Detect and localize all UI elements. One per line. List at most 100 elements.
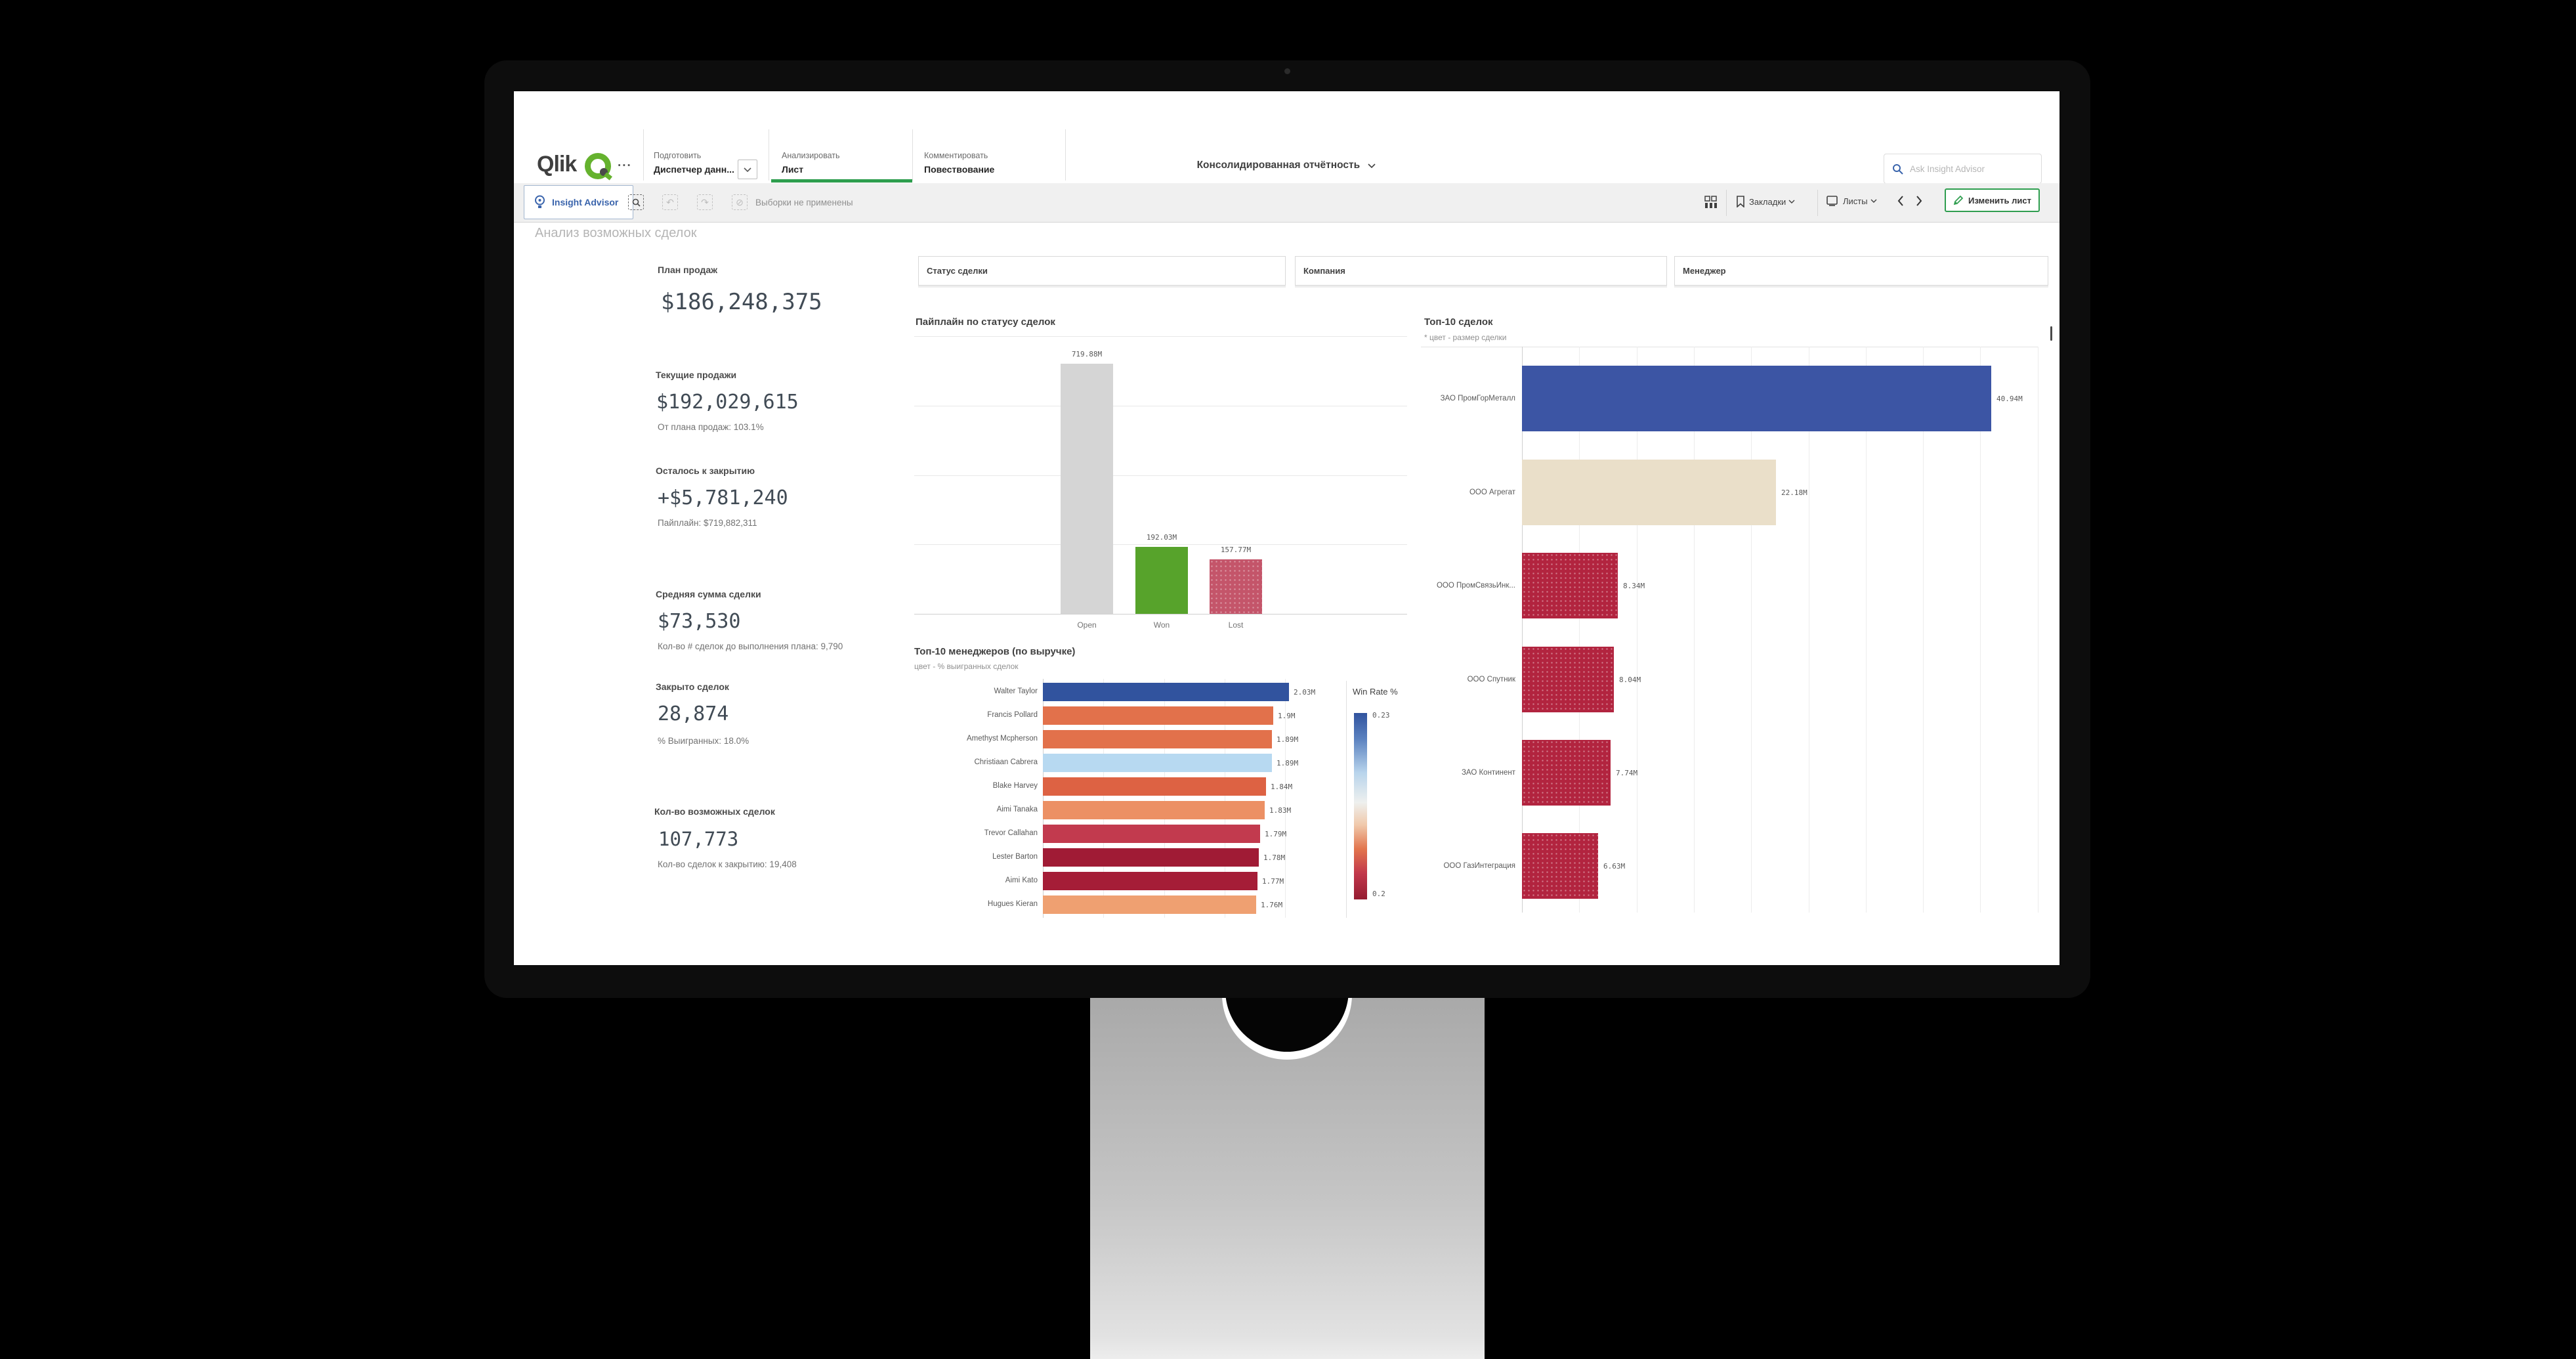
manager-bar-4[interactable] <box>1043 777 1266 796</box>
deal-bar-3[interactable] <box>1522 647 1614 712</box>
managers-title: Топ-10 менеджеров (по выручке) <box>914 646 1076 657</box>
pipeline-bar-Open[interactable] <box>1061 364 1113 614</box>
bookmarks-button[interactable]: Закладки <box>1736 196 1795 207</box>
filter-label-0: Статус сделки <box>927 266 988 276</box>
pipeline-gridline <box>914 336 1407 337</box>
sheet-title: Анализ возможных сделок <box>535 226 697 240</box>
tab-analyze[interactable]: Лист <box>782 164 804 175</box>
manager-bar-2[interactable] <box>1043 730 1272 748</box>
manager-name-9: Hugues Kieran <box>987 900 1038 908</box>
qlik-logo[interactable]: Qlik <box>537 152 577 177</box>
manager-bar-1[interactable] <box>1043 706 1273 725</box>
next-sheet-button[interactable] <box>1916 196 1922 206</box>
deals-gridline <box>1751 347 1752 913</box>
deal-value-2: 8.34M <box>1623 582 1645 590</box>
filter-0[interactable]: Статус сделки <box>918 256 1286 286</box>
search-icon <box>1893 163 1903 175</box>
manager-name-5: Aimi Tanaka <box>996 806 1038 813</box>
chevron-down-icon <box>1368 163 1376 168</box>
manager-value-2: 1.89M <box>1277 735 1299 744</box>
kpi-value-2[interactable]: +$5,781,240 <box>658 486 788 509</box>
manager-bar-0[interactable] <box>1043 683 1289 701</box>
edit-sheet-button[interactable]: Изменить лист <box>1945 188 2040 212</box>
chart-scrollbar[interactable] <box>2050 326 2052 341</box>
prepare-dropdown-button[interactable] <box>738 160 757 179</box>
manager-value-6: 1.79M <box>1265 830 1287 838</box>
manager-bar-8[interactable] <box>1043 872 1257 890</box>
clear-selections-icon[interactable]: ⊘ <box>732 194 748 210</box>
deal-bar-2[interactable] <box>1522 553 1618 618</box>
manager-value-7: 1.78M <box>1263 853 1286 862</box>
deal-bar-4[interactable] <box>1522 740 1611 806</box>
managers-subtitle: цвет - % выигранных сделок <box>914 662 1019 671</box>
kpi-label-3: Средняя сумма сделки <box>656 589 761 599</box>
kpi-sub-2: Пайплайн: $719,882,311 <box>658 518 757 528</box>
legend-title: Win Rate % <box>1353 687 1398 697</box>
manager-bar-6[interactable] <box>1043 825 1260 843</box>
selection-search-icon[interactable] <box>628 194 644 210</box>
deal-bar-1[interactable] <box>1522 460 1776 525</box>
selections-status: Выборки не применены <box>755 198 853 207</box>
deal-value-0: 40.94M <box>1996 395 2023 403</box>
kpi-sub-4: % Выигранных: 18.0% <box>658 736 750 746</box>
insight-advisor-icon <box>535 195 545 208</box>
deal-bar-0[interactable] <box>1522 366 1991 431</box>
kpi-value-3[interactable]: $73,530 <box>658 610 741 633</box>
manager-bar-5[interactable] <box>1043 801 1265 819</box>
manager-name-3: Christiaan Cabrera <box>974 758 1038 766</box>
deal-name-2: ООО ПромСвязьИнк... <box>1436 582 1515 590</box>
pipeline-category-1: Won <box>1153 620 1170 630</box>
pipeline-bar-Won[interactable] <box>1135 547 1188 614</box>
deals-subtitle: * цвет - размер сделки <box>1424 333 1507 342</box>
manager-name-8: Aimi Kato <box>1005 876 1038 884</box>
manager-bar-7[interactable] <box>1043 848 1259 867</box>
sheets-button[interactable]: Листы <box>1826 196 1877 206</box>
kpi-value-0[interactable]: $186,248,375 <box>661 289 822 315</box>
toolbar-divider <box>1726 190 1727 216</box>
managers-axis <box>1043 679 1044 918</box>
tab-analyze-top: Анализировать <box>782 151 840 160</box>
nav-divider <box>1065 129 1066 181</box>
tab-narrate[interactable]: Повествование <box>924 164 995 175</box>
tab-prepare[interactable]: Диспетчер данн... <box>654 164 734 175</box>
pipeline-value-0: 719.88M <box>1071 350 1103 358</box>
undo-icon[interactable]: ↶ <box>662 194 678 210</box>
manager-bar-9[interactable] <box>1043 895 1256 914</box>
redo-icon[interactable]: ↷ <box>697 194 713 210</box>
deal-bar-5[interactable] <box>1522 833 1598 899</box>
deals-title: Топ-10 сделок <box>1424 316 1493 328</box>
deals-gridline <box>1866 347 1867 913</box>
filter-2[interactable]: Менеджер <box>1674 256 2048 286</box>
kpi-sub-5: Кол-во сделок к закрытию: 19,408 <box>658 859 797 869</box>
app-objects-button[interactable] <box>1704 196 1718 209</box>
filter-1[interactable]: Компания <box>1295 256 1667 286</box>
kpi-value-1[interactable]: $192,029,615 <box>656 391 799 414</box>
kpi-sub-3: Кол-во # сделок до выполнения плана: 9,7… <box>658 641 843 651</box>
kpi-value-5[interactable]: 107,773 <box>658 828 739 850</box>
manager-value-1: 1.9M <box>1278 712 1296 720</box>
app-title-dropdown[interactable]: Консолидированная отчётность <box>1103 160 1470 171</box>
search-input[interactable] <box>1909 163 2041 175</box>
bookmarks-label: Закладки <box>1749 196 1786 207</box>
insight-advisor-search[interactable] <box>1884 154 2042 184</box>
manager-bar-3[interactable] <box>1043 754 1272 772</box>
deal-name-3: ООО Спутник <box>1467 676 1515 683</box>
screen: Qlik ... Подготовить Диспетчер данн... А… <box>514 91 2059 965</box>
managers-gridline <box>1285 679 1286 918</box>
manager-value-4: 1.84M <box>1271 783 1293 791</box>
insight-advisor-button[interactable]: Insight Advisor <box>524 185 633 219</box>
chevron-down-icon <box>1788 200 1795 204</box>
kpi-sub-1: От плана продаж: 103.1% <box>658 422 764 432</box>
kpi-label-2: Осталось к закрытию <box>656 465 755 476</box>
pipeline-bar-Lost[interactable] <box>1210 559 1262 614</box>
kpi-value-4[interactable]: 28,874 <box>658 702 729 725</box>
more-menu-icon[interactable]: ... <box>618 156 632 169</box>
monitor-stand <box>1090 998 1485 1359</box>
selections-toolbar: Insight Advisor ↶ ↷ ⊘ Выборки не примене… <box>514 183 2059 223</box>
deal-value-1: 22.18M <box>1781 488 1807 497</box>
prev-sheet-button[interactable] <box>1897 196 1904 206</box>
manager-value-5: 1.83M <box>1269 806 1292 815</box>
chevron-left-icon <box>1897 196 1903 206</box>
active-tab-underline <box>771 179 912 183</box>
manager-value-0: 2.03M <box>1294 688 1316 697</box>
